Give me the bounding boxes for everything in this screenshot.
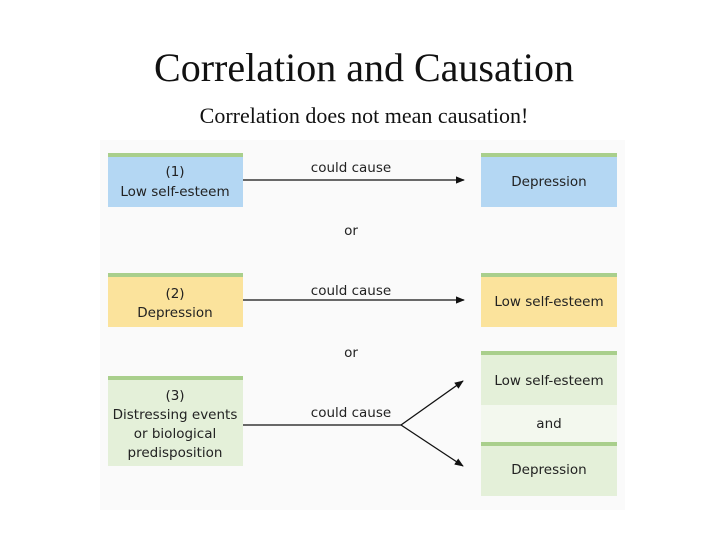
cause-box xyxy=(108,376,243,466)
cause-label: (1) xyxy=(165,164,184,180)
effect-box xyxy=(481,153,617,207)
cause-label: Depression xyxy=(137,305,212,321)
cause-label: predisposition xyxy=(128,445,223,461)
separator: or xyxy=(344,223,358,239)
arrow xyxy=(400,380,464,426)
arrow xyxy=(400,424,464,467)
subtitle: Correlation does not mean causation! xyxy=(200,103,529,128)
box-strip xyxy=(108,376,243,380)
effect-label: Depression xyxy=(511,462,586,478)
effect-label: Low self-esteem xyxy=(494,373,603,389)
effect-label: Depression xyxy=(511,174,586,190)
cause-label: Low self-esteem xyxy=(120,184,229,200)
box-strip xyxy=(481,442,617,446)
box-strip xyxy=(108,153,243,157)
separator: or xyxy=(344,345,358,361)
link-label: could cause xyxy=(311,405,391,421)
effect-box xyxy=(481,273,617,327)
cause-label: Distressing events xyxy=(113,407,238,423)
cause-label: (2) xyxy=(165,286,184,302)
cause-label: (3) xyxy=(165,388,184,404)
box-strip xyxy=(108,273,243,277)
cause-box xyxy=(108,153,243,207)
effect-label: Low self-esteem xyxy=(494,294,603,310)
box-strip xyxy=(481,351,617,355)
link-label: could cause xyxy=(311,283,391,299)
box-strip xyxy=(481,273,617,277)
effect-box xyxy=(481,351,617,405)
effect-box xyxy=(481,442,617,496)
title: Correlation and Causation xyxy=(154,45,574,90)
joiner: and xyxy=(536,416,561,432)
box-strip xyxy=(481,153,617,157)
cause-box xyxy=(108,273,243,327)
link-label: could cause xyxy=(311,160,391,176)
cause-label: or biological xyxy=(134,426,216,442)
